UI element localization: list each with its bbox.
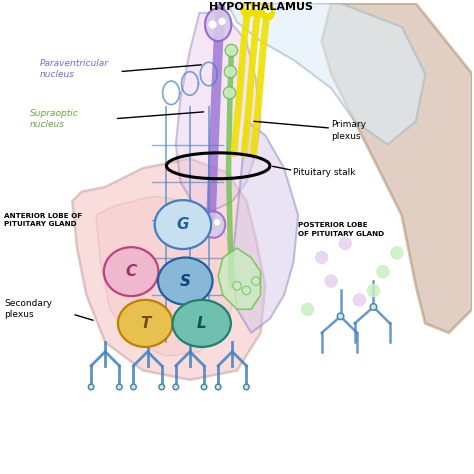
Text: Supraoptic
nucleus: Supraoptic nucleus (30, 109, 79, 129)
Polygon shape (218, 248, 261, 310)
Polygon shape (232, 121, 298, 333)
Polygon shape (73, 159, 265, 380)
Polygon shape (228, 3, 425, 145)
Ellipse shape (224, 65, 237, 78)
Ellipse shape (377, 265, 389, 278)
Text: Primary
plexus: Primary plexus (331, 120, 366, 140)
Text: POSTERIOR LOBE
OF PITUITARY GLAND: POSTERIOR LOBE OF PITUITARY GLAND (298, 222, 384, 237)
Ellipse shape (214, 219, 220, 225)
Ellipse shape (353, 294, 365, 306)
Ellipse shape (301, 303, 314, 315)
Polygon shape (322, 3, 472, 333)
Polygon shape (176, 13, 261, 210)
Text: Paraventricular
nucleus: Paraventricular nucleus (39, 59, 109, 79)
Ellipse shape (155, 200, 211, 249)
Ellipse shape (88, 384, 94, 390)
Text: L: L (197, 316, 207, 331)
Ellipse shape (215, 384, 221, 390)
Ellipse shape (173, 384, 179, 390)
Text: S: S (180, 273, 191, 289)
Ellipse shape (391, 246, 403, 259)
Ellipse shape (316, 251, 328, 264)
Ellipse shape (209, 21, 216, 28)
Ellipse shape (202, 211, 225, 238)
Text: Pituitary stalk: Pituitary stalk (293, 168, 356, 177)
Ellipse shape (255, 4, 261, 10)
Ellipse shape (201, 384, 207, 390)
Text: C: C (126, 264, 137, 279)
Ellipse shape (159, 384, 164, 390)
Text: T: T (140, 316, 150, 331)
Text: G: G (177, 217, 189, 232)
Ellipse shape (173, 300, 231, 347)
Text: HYPOTHALAMUS: HYPOTHALAMUS (209, 2, 312, 12)
Polygon shape (96, 196, 237, 356)
Ellipse shape (131, 384, 137, 390)
Ellipse shape (265, 7, 270, 13)
Ellipse shape (252, 277, 260, 285)
Ellipse shape (339, 237, 351, 249)
Ellipse shape (225, 45, 237, 56)
Ellipse shape (117, 384, 122, 390)
Ellipse shape (205, 8, 231, 41)
Ellipse shape (370, 304, 377, 310)
Ellipse shape (261, 3, 274, 20)
Ellipse shape (325, 275, 337, 287)
Ellipse shape (251, 0, 265, 18)
Ellipse shape (104, 247, 158, 296)
Ellipse shape (244, 384, 249, 390)
Text: Secondary
plexus: Secondary plexus (4, 299, 52, 319)
Ellipse shape (242, 286, 251, 295)
Ellipse shape (233, 282, 241, 290)
Ellipse shape (158, 257, 212, 305)
Ellipse shape (337, 313, 344, 319)
Ellipse shape (367, 284, 380, 297)
Ellipse shape (219, 18, 225, 25)
Ellipse shape (245, 4, 251, 10)
Text: ANTERIOR LOBE OF
PITUITARY GLAND: ANTERIOR LOBE OF PITUITARY GLAND (4, 213, 82, 227)
Ellipse shape (223, 87, 236, 99)
Ellipse shape (118, 300, 173, 347)
Ellipse shape (205, 222, 212, 229)
Ellipse shape (241, 0, 255, 18)
